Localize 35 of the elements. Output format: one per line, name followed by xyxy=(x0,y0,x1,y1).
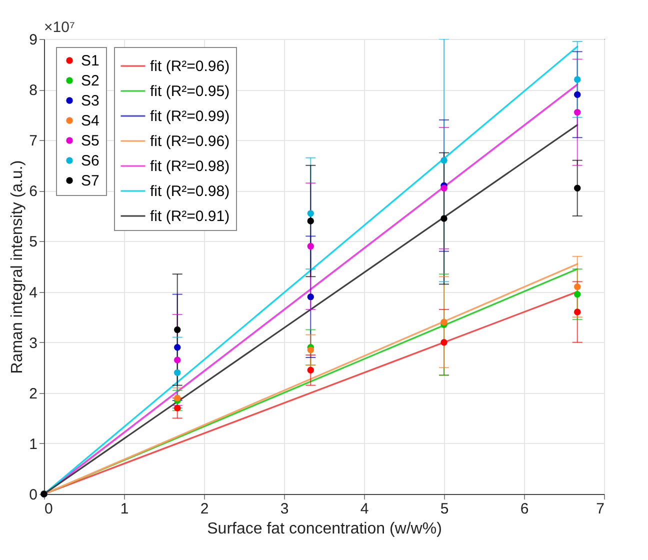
legend-label: S7 xyxy=(81,172,100,190)
x-tick-label: 6 xyxy=(520,500,529,518)
legend-label: S5 xyxy=(81,132,100,150)
y-tick-label: 6 xyxy=(29,183,38,200)
legend-label: fit (R²=0.91) xyxy=(150,208,230,225)
legend-label: fit (R²=0.98) xyxy=(150,158,230,175)
legend-label: fit (R²=0.96) xyxy=(150,58,230,75)
x-tick-label: 0 xyxy=(44,500,53,518)
y-tick-label: 9 xyxy=(29,32,38,48)
y-tick-label: 3 xyxy=(29,334,38,352)
y-tick-label: 8 xyxy=(29,82,38,100)
x-tick-label: 5 xyxy=(440,500,449,518)
legend-label: S1 xyxy=(81,52,100,70)
x-tick-label: 2 xyxy=(200,500,209,518)
x-tick-label: 1 xyxy=(120,500,129,518)
text: ×10⁷ xyxy=(44,19,75,36)
y-tick-label: 4 xyxy=(29,284,38,302)
y-tick-label: 1 xyxy=(29,436,38,453)
x-tick-label: 3 xyxy=(280,500,289,518)
legend-label: S2 xyxy=(81,72,100,90)
y-axis-title: Raman integral intensity (a.u.) xyxy=(9,160,26,374)
legend-label: fit (R²=0.95) xyxy=(150,83,230,100)
x-axis-title: Surface fat concentration (w/w%) xyxy=(207,520,442,538)
legend-label: fit (R²=0.98) xyxy=(150,183,230,200)
x-tick-label: 4 xyxy=(360,500,369,518)
legend-label: S4 xyxy=(81,112,100,130)
legend-label: S6 xyxy=(81,152,100,170)
y-tick-label: 0 xyxy=(29,486,38,504)
legend-label: S3 xyxy=(81,92,100,110)
y-tick-label: 2 xyxy=(29,385,38,402)
y-tick-label: 5 xyxy=(29,234,38,251)
legend-label: fit (R²=0.96) xyxy=(150,133,230,150)
legend-label: fit (R²=0.99) xyxy=(150,108,230,125)
y-tick-label: 7 xyxy=(29,132,38,150)
x-tick-label: 7 xyxy=(596,500,604,518)
